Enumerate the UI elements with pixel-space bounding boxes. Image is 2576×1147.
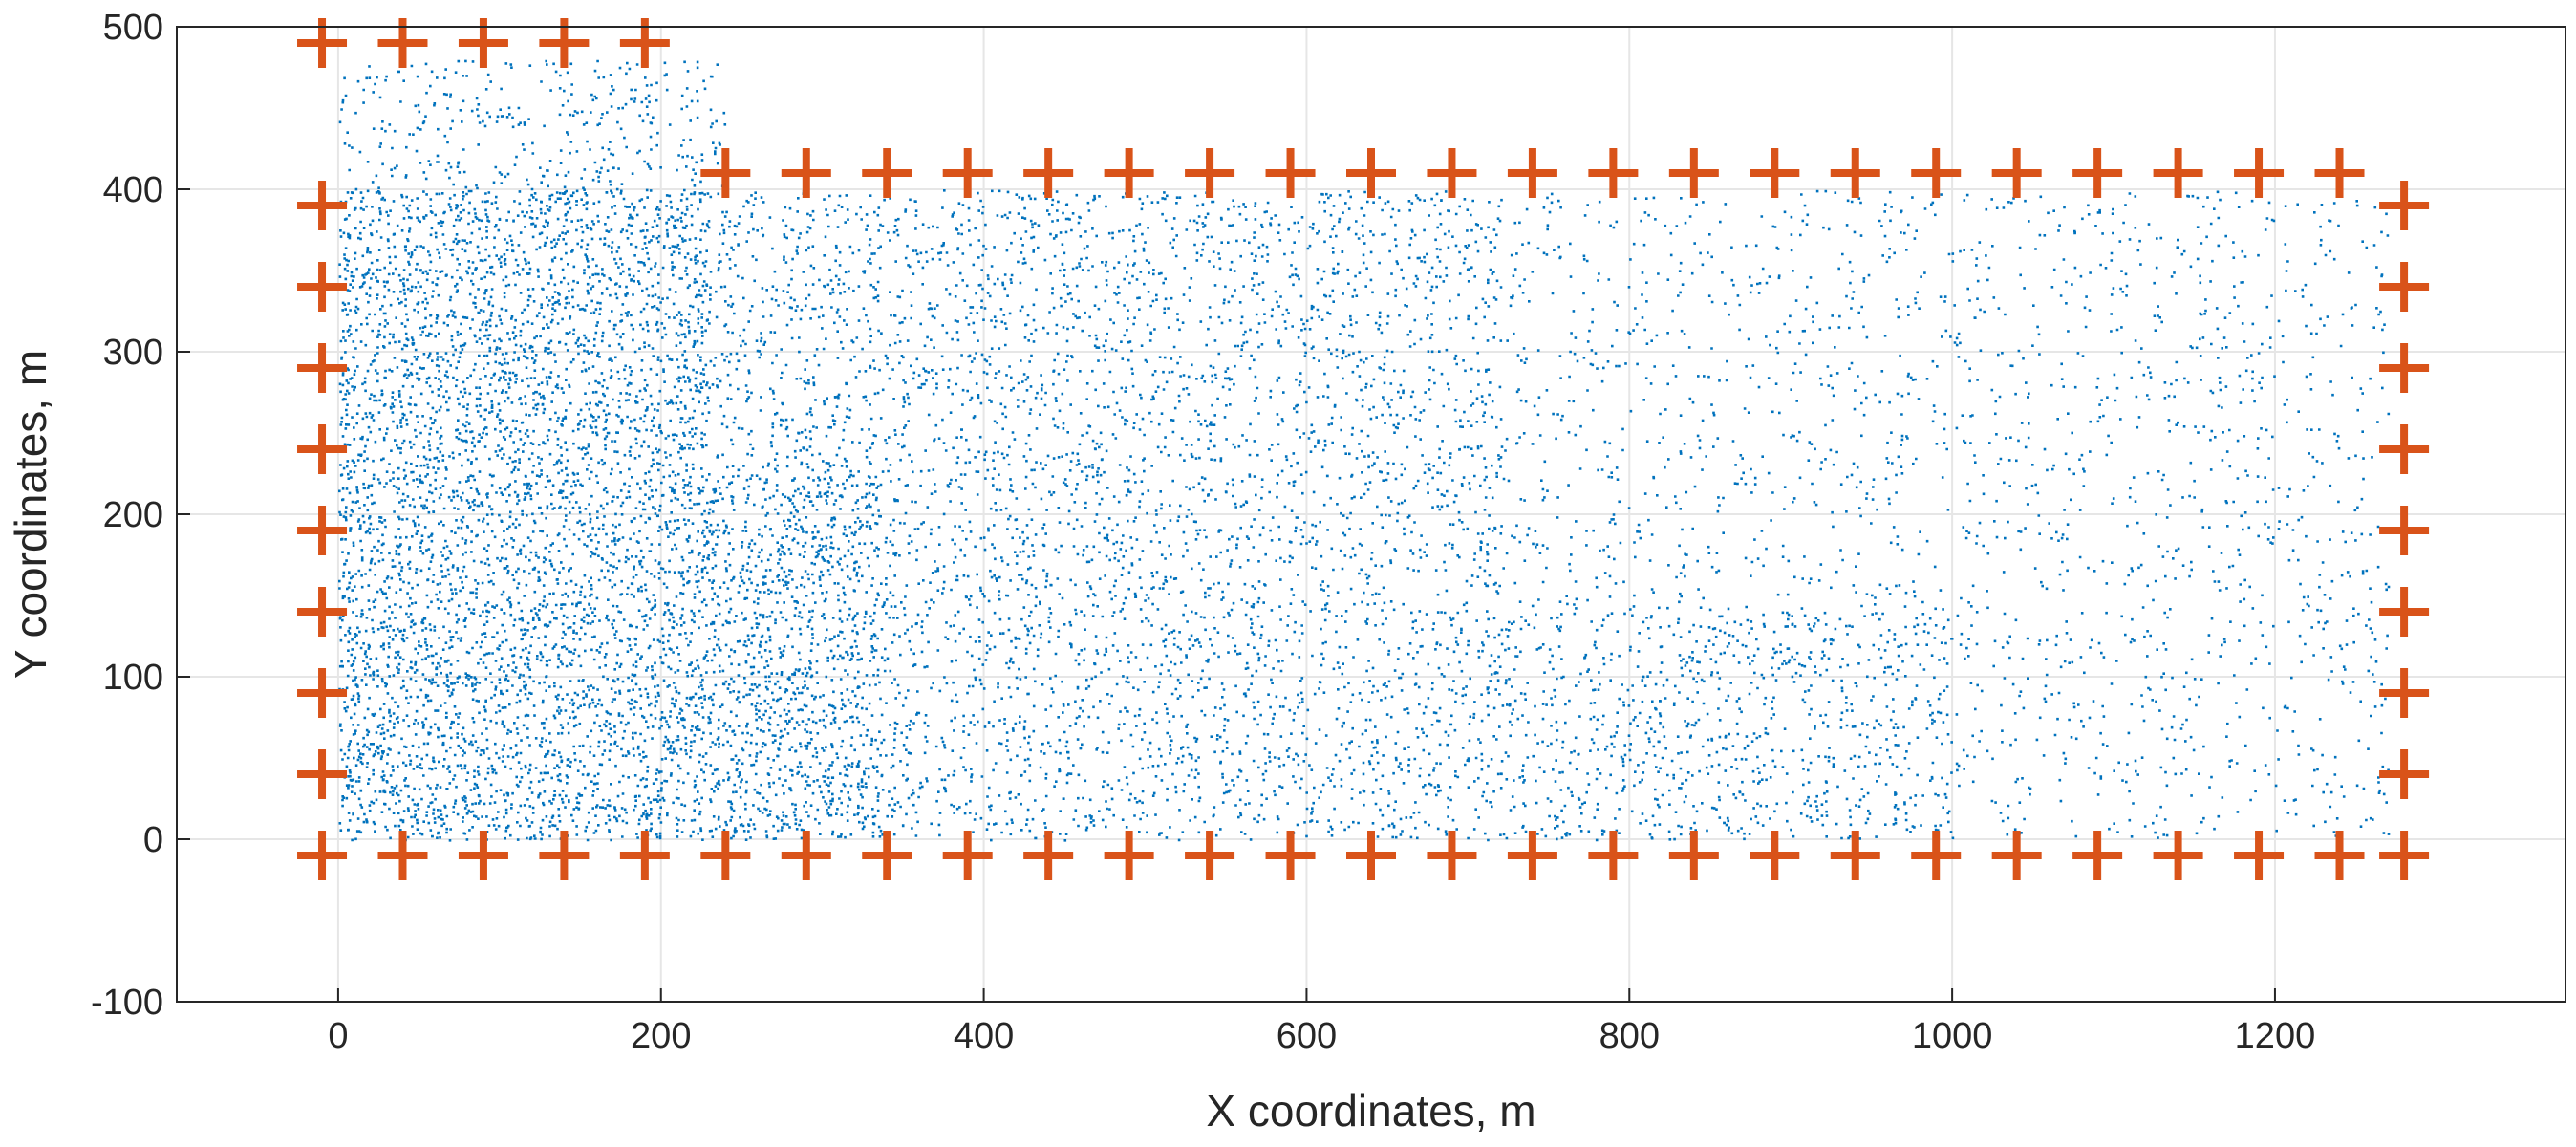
plus-marker	[1265, 831, 1316, 880]
plus-marker	[2153, 148, 2203, 198]
plus-marker	[1750, 148, 1800, 198]
plus-marker	[619, 831, 670, 880]
plus-marker	[700, 831, 751, 880]
x-tick-label: 400	[954, 1016, 1014, 1056]
plus-marker	[297, 424, 348, 474]
y-tick-label: 500	[103, 8, 163, 48]
plus-marker	[862, 148, 912, 198]
plus-marker	[2234, 148, 2285, 198]
plus-marker	[1668, 148, 1719, 198]
x-tick-label: 1200	[2235, 1016, 2316, 1056]
y-tick-label: -100	[91, 983, 163, 1023]
plus-marker	[2379, 424, 2430, 474]
plus-marker	[377, 831, 428, 880]
plus-marker	[1185, 831, 1235, 880]
plus-marker	[1104, 148, 1154, 198]
plus-marker	[1588, 831, 1639, 880]
plus-marker	[781, 148, 831, 198]
plus-marker	[297, 506, 348, 555]
plus-marker	[1346, 831, 1396, 880]
plus-marker	[942, 831, 993, 880]
x-tick-label: 1000	[1912, 1016, 1993, 1056]
plus-marker	[1991, 831, 2042, 880]
plus-marker	[1911, 148, 1962, 198]
plus-marker	[2072, 148, 2123, 198]
plus-marker	[297, 181, 348, 230]
plus-marker	[862, 831, 912, 880]
y-tick-label: 300	[103, 333, 163, 373]
plus-marker	[2314, 831, 2365, 880]
plus-marker	[1346, 148, 1396, 198]
plus-marker	[458, 831, 508, 880]
plus-marker	[1265, 148, 1316, 198]
plus-marker	[2379, 181, 2430, 230]
plus-marker	[1507, 831, 1557, 880]
plus-marker	[1830, 831, 1880, 880]
plus-marker	[297, 262, 348, 312]
x-axis-ticks: 0 200 400 600 800 1000 1200	[328, 988, 2315, 1056]
y-tick-label: 0	[143, 820, 163, 860]
x-tick-label: 800	[1599, 1016, 1660, 1056]
plus-marker	[2234, 831, 2285, 880]
plus-marker	[1427, 831, 1477, 880]
x-axis-label: X coordinates, m	[1206, 1086, 1535, 1136]
plus-marker	[1588, 148, 1639, 198]
plus-marker	[2153, 831, 2203, 880]
plus-marker	[1507, 148, 1557, 198]
plus-marker	[1104, 831, 1154, 880]
plus-marker	[1750, 831, 1800, 880]
plus-marker	[1668, 831, 1719, 880]
plus-marker	[1911, 831, 1962, 880]
plus-marker	[297, 749, 348, 799]
plus-marker	[2379, 262, 2430, 312]
plus-marker	[297, 831, 348, 880]
plus-marker	[2379, 506, 2430, 555]
point-cloud	[338, 59, 2391, 842]
plus-marker	[700, 148, 751, 198]
plus-marker	[1023, 831, 1074, 880]
plus-marker	[2072, 831, 2123, 880]
plus-marker	[1185, 148, 1235, 198]
plus-marker	[539, 831, 590, 880]
y-axis-label: Y coordinates, m	[6, 350, 55, 679]
plus-marker	[377, 18, 428, 68]
plus-marker	[297, 343, 348, 393]
y-tick-label: 100	[103, 658, 163, 698]
plus-marker	[1023, 148, 1074, 198]
plus-marker	[781, 831, 831, 880]
plus-marker	[1830, 148, 1880, 198]
plus-marker	[1427, 148, 1477, 198]
y-axis-ticks: -100 0 100 200 300 400 500	[91, 8, 190, 1023]
plus-marker	[2379, 587, 2430, 637]
plus-marker	[2314, 148, 2365, 198]
plus-marker	[297, 668, 348, 718]
x-tick-label: 600	[1277, 1016, 1337, 1056]
plus-marker	[619, 18, 670, 68]
plus-marker	[297, 18, 348, 68]
y-tick-label: 200	[103, 495, 163, 535]
plus-marker	[2379, 668, 2430, 718]
plus-marker	[2379, 749, 2430, 799]
plus-marker	[1991, 148, 2042, 198]
x-tick-label: 0	[328, 1016, 348, 1056]
plus-marker	[2379, 831, 2430, 880]
plus-marker	[942, 148, 993, 198]
plus-marker	[297, 587, 348, 637]
boundary-markers	[297, 18, 2430, 880]
y-tick-label: 400	[103, 170, 163, 210]
scatter-points	[338, 59, 2391, 842]
plus-marker	[2379, 343, 2430, 393]
x-tick-label: 200	[631, 1016, 691, 1056]
